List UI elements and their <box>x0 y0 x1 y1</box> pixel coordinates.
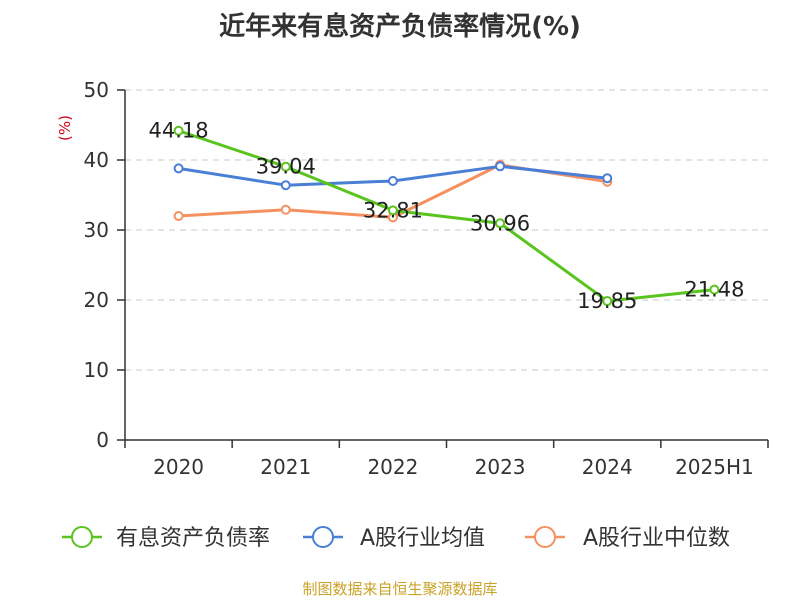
series-line <box>178 129 715 303</box>
legend-item[interactable]: A股行业中位数 <box>525 526 730 551</box>
data-point <box>280 161 291 172</box>
data-point <box>495 161 506 172</box>
grid-lines <box>125 89 768 371</box>
data-point <box>387 205 398 216</box>
data-label: 32.81 <box>363 198 423 222</box>
y-tick-label: 40 <box>84 148 109 172</box>
legend-label: A股行业中位数 <box>583 526 730 551</box>
y-tick-label: 0 <box>96 428 109 452</box>
source-note: 制图数据来自恒生聚源数据库 <box>302 580 498 598</box>
x-tick-label: 2023 <box>475 455 526 479</box>
data-point <box>709 284 720 295</box>
data-label: 19.85 <box>577 289 637 313</box>
axes: 0 10 20 30 40 50 (%) 2020 2021 2022 2023 2024 2025H1 <box>56 78 769 479</box>
data-label: 21.48 <box>684 278 744 302</box>
y-tick-label: 30 <box>84 218 109 242</box>
data-point <box>602 296 613 307</box>
data-point <box>495 218 506 229</box>
x-tick-label: 2020 <box>153 455 204 479</box>
legend-item[interactable]: 有息资产负债率 <box>62 526 270 551</box>
chart-title: 近年来有息资产负债率情况(%) <box>219 12 581 42</box>
data-point <box>280 204 291 215</box>
data-point <box>387 176 398 186</box>
data-label: 30.96 <box>470 211 530 235</box>
y-tick-label: 50 <box>84 78 109 102</box>
data-label: 39.04 <box>256 155 316 179</box>
legend[interactable]: 有息资产负债率 A股行业均值 A股行业中位数 <box>62 526 730 551</box>
y-tick-label: 20 <box>84 288 109 312</box>
x-tick-label: 2021 <box>260 455 311 479</box>
x-tick-label: 2025H1 <box>675 455 754 479</box>
legend-item[interactable]: A股行业均值 <box>303 526 485 551</box>
x-tick-label: 2024 <box>582 455 633 479</box>
y-axis-label: (%) <box>56 115 74 141</box>
legend-marker <box>312 526 334 548</box>
data-point <box>602 173 613 184</box>
legend-label: A股行业均值 <box>360 526 485 551</box>
data-point <box>173 211 184 221</box>
series-layer <box>173 125 720 307</box>
legend-label: 有息资产负债率 <box>116 526 270 551</box>
y-tick-label: 10 <box>84 358 109 382</box>
legend-marker <box>534 526 556 548</box>
data-point <box>280 180 291 191</box>
legend-marker <box>71 526 93 548</box>
data-point <box>173 163 184 174</box>
data-label: 44.18 <box>149 119 209 143</box>
data-point <box>173 125 184 136</box>
data-labels: 44.18 39.04 32.81 30.96 19.85 21.48 <box>149 119 745 313</box>
x-tick-label: 2022 <box>367 455 418 479</box>
